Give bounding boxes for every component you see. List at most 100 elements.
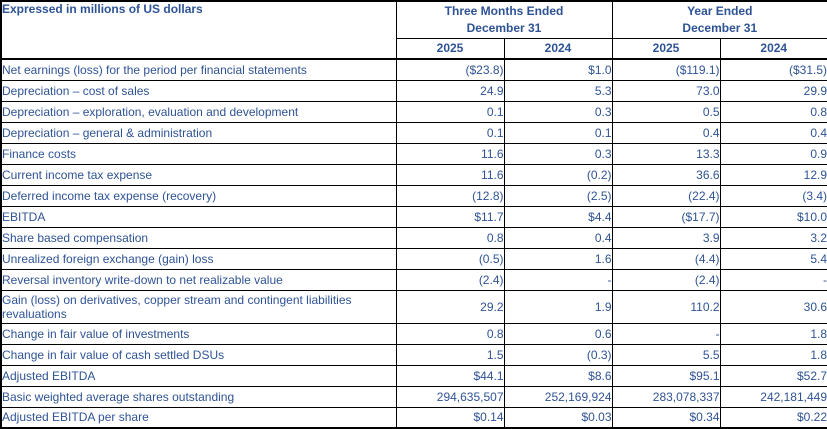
col-group-year-ended: Year Ended December 31 [611,0,827,39]
value-cell: $44.1 [395,364,505,387]
table-corner-header: Expressed in millions of US dollars [0,0,397,60]
value-cell: $10.0 [719,205,827,228]
value-cell: 36.6 [611,163,721,186]
table-row-fv-dsus: Change in fair value of cash settled DSU… [0,343,827,366]
row-label: Gain (loss) on derivatives, copper strea… [0,289,397,324]
value-cell: ($23.8) [395,58,505,81]
value-cell: 1.5 [395,343,505,366]
value-cell: $0.22 [719,406,827,429]
table-row-depreciation-ga: Depreciation – general & administration … [0,121,827,144]
row-label: Reversal inventory write-down to net rea… [0,268,397,291]
value-cell: 12.9 [719,163,827,186]
value-cell: 5.4 [719,247,827,270]
table-row-share-based-compensation: Share based compensation 0.8 0.4 3.9 3.2 [0,226,827,249]
table-row-depreciation-cost-of-sales: Depreciation – cost of sales 24.9 5.3 73… [0,79,827,102]
table-row-gain-loss-derivatives: Gain (loss) on derivatives, copper strea… [0,289,827,324]
table-row-net-earnings: Net earnings (loss) for the period per f… [0,58,827,81]
value-cell: ($31.5) [719,58,827,81]
value-cell: $52.7 [719,364,827,387]
value-cell: 0.9 [719,142,827,165]
value-cell: $4.4 [503,205,613,228]
col-group-year-ended-line1: Year Ended [687,3,753,18]
value-cell: 29.9 [719,79,827,102]
value-cell: 1.6 [503,247,613,270]
value-cell: 3.2 [719,226,827,249]
row-label: Unrealized foreign exchange (gain) loss [0,247,397,270]
value-cell: 0.3 [503,100,613,123]
col-group-three-months: Three Months Ended December 31 [395,0,613,39]
col-group-year-ended-line2: December 31 [682,20,758,35]
value-cell: (2.4) [395,268,505,291]
value-cell: 0.1 [395,100,505,123]
table-row-ebitda: EBITDA $11.7 $4.4 ($17.7) $10.0 [0,205,827,228]
table-row-current-income-tax: Current income tax expense 11.6 (0.2) 36… [0,163,827,186]
row-label: Change in fair value of cash settled DSU… [0,343,397,366]
table-row-fv-investments: Change in fair value of investments 0.8 … [0,322,827,345]
value-cell: 0.4 [503,226,613,249]
table-row-unrealized-fx: Unrealized foreign exchange (gain) loss … [0,247,827,270]
value-cell: 110.2 [611,289,721,324]
row-label: EBITDA [0,205,397,228]
table-row-deferred-income-tax: Deferred income tax expense (recovery) (… [0,184,827,207]
col-group-three-months-line2: December 31 [466,20,542,35]
value-cell: 73.0 [611,79,721,102]
value-cell: 0.1 [395,121,505,144]
value-cell: 11.6 [395,142,505,165]
value-cell: 0.3 [503,142,613,165]
row-label: Basic weighted average shares outstandin… [0,385,397,408]
year-header-ye-2024: 2024 [719,37,827,60]
row-label: Share based compensation [0,226,397,249]
value-cell: (22.4) [611,184,721,207]
value-cell: ($17.7) [611,205,721,228]
value-cell: (2.4) [611,268,721,291]
row-label: Current income tax expense [0,163,397,186]
value-cell: $0.34 [611,406,721,429]
value-cell: 3.9 [611,226,721,249]
value-cell: (0.5) [395,247,505,270]
value-cell: 29.2 [395,289,505,324]
value-cell: $0.14 [395,406,505,429]
row-label: Net earnings (loss) for the period per f… [0,58,397,81]
value-cell: - [611,322,721,345]
value-cell: 0.6 [503,322,613,345]
value-cell: $1.0 [503,58,613,81]
year-header-3m-2025: 2025 [395,37,505,60]
col-group-three-months-line1: Three Months Ended [444,3,564,18]
value-cell: - [719,268,827,291]
value-cell: $11.7 [395,205,505,228]
row-label: Change in fair value of investments [0,322,397,345]
value-cell: 0.8 [395,322,505,345]
value-cell: 1.8 [719,343,827,366]
value-cell: (0.3) [503,343,613,366]
value-cell: 0.8 [719,100,827,123]
row-label: Depreciation – cost of sales [0,79,397,102]
table-row-adjusted-ebitda-per-share: Adjusted EBITDA per share $0.14 $0.03 $0… [0,406,827,429]
value-cell: ($119.1) [611,58,721,81]
value-cell: 0.4 [611,121,721,144]
value-cell: 0.4 [719,121,827,144]
value-cell: (0.2) [503,163,613,186]
table-row-reversal-inventory-writedown: Reversal inventory write-down to net rea… [0,268,827,291]
row-label: Finance costs [0,142,397,165]
table-row-depreciation-eed: Depreciation – exploration, evaluation a… [0,100,827,123]
value-cell: 283,078,337 [611,385,721,408]
row-label: Depreciation – exploration, evaluation a… [0,100,397,123]
value-cell: 11.6 [395,163,505,186]
value-cell: 5.5 [611,343,721,366]
value-cell: 5.3 [503,79,613,102]
value-cell: - [503,268,613,291]
header-row-years: 2025 2024 2025 2024 [1,37,827,60]
value-cell: 0.1 [503,121,613,144]
value-cell: (4.4) [611,247,721,270]
value-cell: 0.5 [611,100,721,123]
value-cell: $0.03 [503,406,613,429]
value-cell: $8.6 [503,364,613,387]
value-cell: 1.8 [719,322,827,345]
row-label: Deferred income tax expense (recovery) [0,184,397,207]
value-cell: 0.8 [395,226,505,249]
row-label: Adjusted EBITDA per share [0,406,397,429]
row-label: Depreciation – general & administration [0,121,397,144]
table-row-basic-weighted-shares: Basic weighted average shares outstandin… [0,385,827,408]
